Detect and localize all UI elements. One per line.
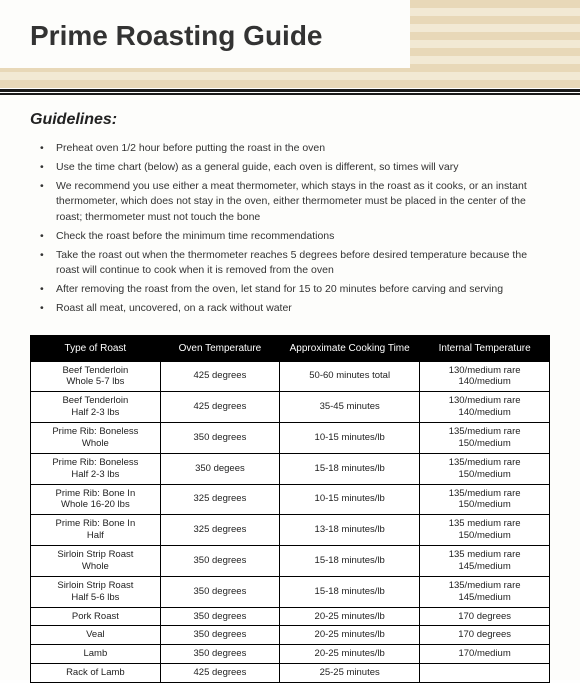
cell-oven-temp: 350 degees	[160, 453, 279, 484]
cell-oven-temp: 350 degrees	[160, 607, 279, 626]
cell-internal-temp: 135/medium rare 150/medium	[420, 453, 550, 484]
title-block: Prime Roasting Guide	[0, 0, 410, 68]
cell-internal-temp: 135 medium rare 145/medium	[420, 546, 550, 577]
cell-cook-time: 35-45 minutes	[280, 392, 420, 423]
page: Prime Roasting Guide Guidelines: Preheat…	[0, 0, 580, 680]
cell-cook-time: 20-25 minutes/lb	[280, 607, 420, 626]
guidelines-list: Preheat oven 1/2 hour before putting the…	[30, 141, 550, 317]
guideline-item: After removing the roast from the oven, …	[48, 282, 550, 298]
cell-type: Prime Rib: Boneless Half 2-3 lbs	[31, 453, 161, 484]
cell-cook-time: 20-25 minutes/lb	[280, 645, 420, 664]
cell-type: Pork Roast	[31, 607, 161, 626]
table-row: Pork Roast 350 degrees 20-25 minutes/lb …	[31, 607, 550, 626]
cell-cook-time: 20-25 minutes/lb	[280, 626, 420, 645]
cell-internal-temp: 170/medium	[420, 645, 550, 664]
table-row: Prime Rib: Bone In Whole 16-20 lbs 325 d…	[31, 484, 550, 515]
table-row: Veal 350 degrees 20-25 minutes/lb 170 de…	[31, 626, 550, 645]
guideline-item: Roast all meat, uncovered, on a rack wit…	[48, 301, 550, 317]
cell-cook-time: 15-18 minutes/lb	[280, 576, 420, 607]
col-type: Type of Roast	[31, 335, 161, 361]
table-row: Beef Tenderloin Whole 5-7 lbs 425 degree…	[31, 361, 550, 392]
cell-cook-time: 13-18 minutes/lb	[280, 515, 420, 546]
cell-oven-temp: 425 degrees	[160, 392, 279, 423]
cell-cook-time: 15-18 minutes/lb	[280, 546, 420, 577]
col-internal-temp: Internal Temperature	[420, 335, 550, 361]
cell-oven-temp: 350 degrees	[160, 423, 279, 454]
guideline-item: We recommend you use either a meat therm…	[48, 179, 550, 226]
cell-oven-temp: 325 degrees	[160, 484, 279, 515]
cell-type: Beef Tenderloin Half 2-3 lbs	[31, 392, 161, 423]
col-oven-temp: Oven Temperature	[160, 335, 279, 361]
cell-type: Prime Rib: Boneless Whole	[31, 423, 161, 454]
cell-internal-temp: 135/medium rare 150/medium	[420, 423, 550, 454]
roasting-table: Type of Roast Oven Temperature Approxima…	[30, 335, 550, 683]
cell-type: Sirloin Strip Roast Whole	[31, 546, 161, 577]
table-header: Type of Roast Oven Temperature Approxima…	[31, 335, 550, 361]
cell-internal-temp: 170 degrees	[420, 626, 550, 645]
cell-cook-time: 10-15 minutes/lb	[280, 423, 420, 454]
cell-type: Sirloin Strip Roast Half 5-6 lbs	[31, 576, 161, 607]
cell-oven-temp: 350 degrees	[160, 645, 279, 664]
cell-oven-temp: 325 degrees	[160, 515, 279, 546]
guideline-item: Preheat oven 1/2 hour before putting the…	[48, 141, 550, 157]
cell-type: Lamb	[31, 645, 161, 664]
table-row: Lamb 350 degrees 20-25 minutes/lb 170/me…	[31, 645, 550, 664]
cell-internal-temp: 135 medium rare 150/medium	[420, 515, 550, 546]
cell-internal-temp: 135/medium rare 145/medium	[420, 576, 550, 607]
cell-oven-temp: 350 degrees	[160, 626, 279, 645]
guideline-item: Take the roast out when the thermometer …	[48, 248, 550, 280]
cell-cook-time: 15-18 minutes/lb	[280, 453, 420, 484]
col-cook-time: Approximate Cooking Time	[280, 335, 420, 361]
content-area: Guidelines: Preheat oven 1/2 hour before…	[0, 93, 580, 683]
cell-type: Prime Rib: Bone In Whole 16-20 lbs	[31, 484, 161, 515]
cell-internal-temp: 135/medium rare 150/medium	[420, 484, 550, 515]
cell-oven-temp: 350 degrees	[160, 546, 279, 577]
header-banner: Prime Roasting Guide	[0, 0, 580, 88]
table-body: Beef Tenderloin Whole 5-7 lbs 425 degree…	[31, 361, 550, 683]
table-row: Prime Rib: Boneless Half 2-3 lbs 350 deg…	[31, 453, 550, 484]
table-row: Sirloin Strip Roast Half 5-6 lbs 350 deg…	[31, 576, 550, 607]
cell-internal-temp: 130/medium rare 140/medium	[420, 361, 550, 392]
guideline-item: Check the roast before the minimum time …	[48, 229, 550, 245]
cell-type: Beef Tenderloin Whole 5-7 lbs	[31, 361, 161, 392]
guidelines-heading: Guidelines:	[30, 111, 550, 129]
page-title: Prime Roasting Guide	[30, 20, 410, 52]
table-row: Prime Rib: Boneless Whole 350 degrees 10…	[31, 423, 550, 454]
cell-type: Veal	[31, 626, 161, 645]
cell-oven-temp: 350 degrees	[160, 576, 279, 607]
cell-internal-temp: 130/medium rare 140/medium	[420, 392, 550, 423]
cell-internal-temp: 170 degrees	[420, 607, 550, 626]
cell-cook-time: 10-15 minutes/lb	[280, 484, 420, 515]
guideline-item: Use the time chart (below) as a general …	[48, 160, 550, 176]
table-row: Prime Rib: Bone In Half 325 degrees 13-1…	[31, 515, 550, 546]
table-row: Sirloin Strip Roast Whole 350 degrees 15…	[31, 546, 550, 577]
cell-oven-temp: 425 degrees	[160, 361, 279, 392]
cell-type: Prime Rib: Bone In Half	[31, 515, 161, 546]
table-row: Beef Tenderloin Half 2-3 lbs 425 degrees…	[31, 392, 550, 423]
cell-cook-time: 50-60 minutes total	[280, 361, 420, 392]
